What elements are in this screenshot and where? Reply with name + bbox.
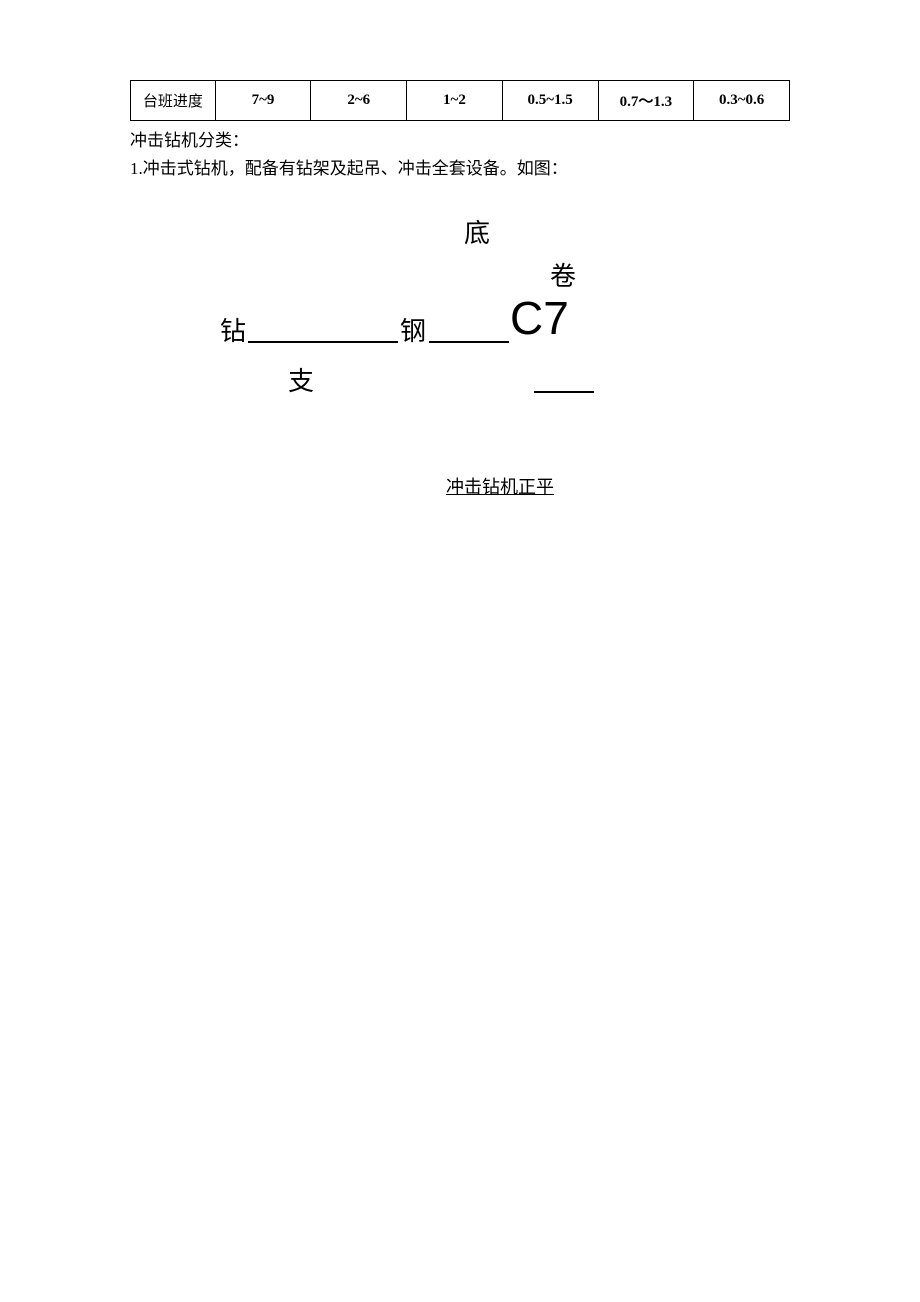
table-cell: 0.3~0.6 bbox=[694, 81, 790, 121]
table-cell: 2~6 bbox=[311, 81, 407, 121]
table-cell: 7~9 bbox=[215, 81, 311, 121]
table-row: 台班进度 7~9 2~6 1~2 0.5~1.5 0.7〜1.3 0.3~0.6 bbox=[131, 81, 790, 121]
body-line-1: 冲击钻机分类： bbox=[130, 127, 790, 155]
drill-diagram: 底 卷 钻 钢 C7 支 bbox=[180, 213, 680, 423]
progress-table: 台班进度 7~9 2~6 1~2 0.5~1.5 0.7〜1.3 0.3~0.6 bbox=[130, 80, 790, 121]
diagram-label-left: 钻 bbox=[220, 311, 246, 348]
diagram-label-mid: 钢 bbox=[400, 311, 426, 348]
diagram-underline-2 bbox=[429, 341, 509, 343]
diagram-caption: 冲击钻机正平 bbox=[210, 473, 790, 499]
diagram-label-bottom: 支 bbox=[288, 361, 314, 398]
diagram-underline-3 bbox=[534, 391, 594, 393]
table-cell: 1~2 bbox=[407, 81, 503, 121]
diagram-underline-1 bbox=[248, 341, 398, 343]
diagram-label-big: C7 bbox=[510, 291, 569, 345]
diagram-label-right-upper: 卷 bbox=[550, 256, 576, 293]
diagram-label-top: 底 bbox=[464, 213, 490, 250]
body-line-2: 1.冲击式钻机，配备有钻架及起吊、冲击全套设备。如图： bbox=[130, 155, 790, 183]
table-cell: 0.7〜1.3 bbox=[598, 81, 694, 121]
table-cell: 0.5~1.5 bbox=[502, 81, 598, 121]
row-header-cell: 台班进度 bbox=[131, 81, 216, 121]
